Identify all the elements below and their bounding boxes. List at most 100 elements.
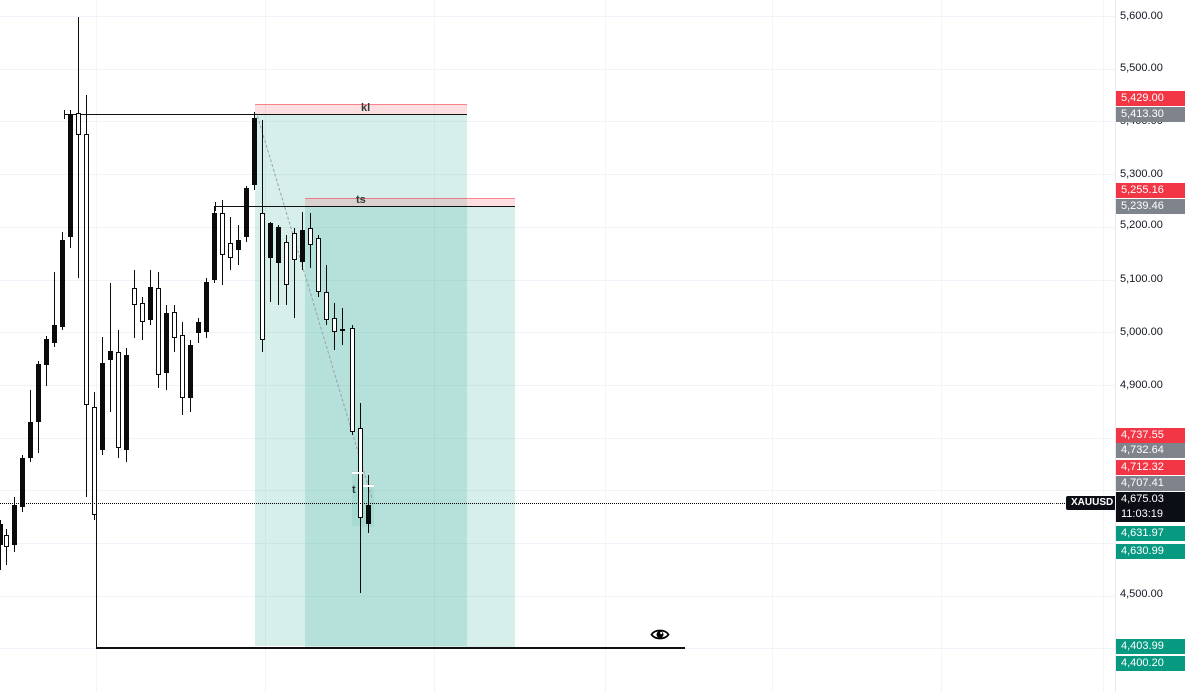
- axis-red-label: 5,255.16: [1116, 182, 1185, 198]
- candle-body-down: [164, 313, 169, 373]
- candle-body-down: [124, 354, 129, 451]
- candle-body-down: [300, 229, 305, 263]
- candle-wick: [54, 272, 55, 347]
- h-gridline: [0, 595, 1115, 597]
- axis-tick-label: 5,600.00: [1120, 9, 1163, 22]
- h-gridline: [0, 68, 1115, 70]
- candle-body-down: [12, 505, 17, 546]
- candle-body-down: [0, 524, 3, 546]
- short-mini-1-stop-zone[interactable]: [352, 470, 363, 474]
- candle-body-up: [350, 327, 355, 432]
- axis-tick-label: 5,500.00: [1120, 62, 1163, 74]
- candle-body-up: [84, 134, 89, 405]
- candle-body-up: [92, 407, 97, 516]
- short-kl-stop-zone[interactable]: [255, 104, 467, 116]
- v-gridline: [941, 0, 942, 692]
- candle-body-up: [316, 237, 321, 293]
- short-mini-2-entry-dash[interactable]: [363, 485, 374, 488]
- axis-tick-label: 5,100.00: [1120, 273, 1163, 285]
- axis-tick-label: 4,500.00: [1120, 587, 1163, 600]
- candle-body-down: [148, 286, 153, 321]
- range-left-edge[interactable]: [95, 515, 97, 649]
- candle-body-down: [60, 239, 65, 327]
- candle-body-down: [204, 282, 209, 333]
- h-gridline: [0, 437, 1115, 439]
- axis-teal-label: 4,400.20: [1116, 655, 1185, 671]
- axis-red-label: 4,712.32: [1116, 459, 1185, 475]
- v-gridline: [1103, 0, 1104, 692]
- short-kl-entry-line[interactable]: [255, 114, 467, 116]
- candle-body-down: [212, 213, 217, 281]
- candle-body-up: [260, 213, 265, 341]
- current-price-value: 4,675.03: [1121, 493, 1164, 506]
- axis-gray-label: 4,732.64: [1116, 442, 1185, 458]
- candle-body-up: [340, 329, 345, 332]
- candle-body-down: [188, 344, 193, 399]
- short-ts-entry-line[interactable]: [305, 206, 515, 207]
- candle-body-down: [244, 187, 249, 237]
- candle-wick: [270, 222, 271, 303]
- axis-red-label: 4,737.55: [1116, 427, 1185, 443]
- candle-body-down: [252, 118, 257, 186]
- candle-body-down: [366, 505, 371, 525]
- candle-body-up: [76, 112, 81, 136]
- candle-body-up: [228, 243, 233, 258]
- h-gridline: [0, 226, 1115, 228]
- short-kl-profit-zone[interactable]: [255, 114, 467, 647]
- candle-body-down: [44, 339, 49, 365]
- symbol-label-dots: ∙∙: [1053, 498, 1061, 508]
- level-line-upper-end-tick: [64, 110, 65, 120]
- candle-wick: [294, 227, 295, 318]
- short-ts-profit-zone[interactable]: [305, 206, 515, 649]
- short-kl-label: kl: [361, 102, 371, 115]
- current-price-countdown: 11:03:19: [1121, 508, 1164, 521]
- candle-body-up: [156, 287, 161, 375]
- candle-body-up: [132, 287, 137, 305]
- candle-body-down: [52, 324, 57, 344]
- range-bottom[interactable]: [95, 647, 685, 650]
- candle-body-down: [268, 223, 273, 258]
- candle-body-up: [140, 303, 145, 323]
- v-gridline: [96, 0, 97, 692]
- eye-icon[interactable]: [650, 627, 670, 647]
- axis-tick-label: 5,300.00: [1120, 167, 1163, 180]
- candle-body-down: [108, 351, 113, 361]
- h-gridline: [0, 174, 1115, 176]
- price-axis[interactable]: 4,675.03 11:03:19 5,600.005,500.005,400.…: [1115, 0, 1185, 692]
- symbol-price-marker: XAUUSD: [1066, 496, 1119, 510]
- axis-teal-label: 4,403.99: [1116, 638, 1185, 654]
- short-mini-1-entry-dash[interactable]: [352, 472, 363, 475]
- current-price-line: [0, 503, 1115, 505]
- level-line-mid[interactable]: [215, 205, 515, 207]
- current-price-label: 4,675.03 11:03:19: [1116, 492, 1185, 523]
- candle-body-up: [220, 213, 225, 255]
- h-gridline: [0, 279, 1115, 281]
- candle-body-down: [68, 115, 73, 237]
- candle-body-up: [292, 233, 297, 260]
- h-gridline: [0, 121, 1115, 123]
- v-gridline: [772, 0, 773, 692]
- short-mini-1-profit-zone[interactable]: [352, 473, 363, 527]
- candle-wick: [342, 307, 343, 345]
- short-ts-stop-zone[interactable]: [305, 197, 515, 207]
- candle-body-down: [36, 363, 41, 422]
- axis-gray-label: 5,413.30: [1116, 106, 1185, 122]
- v-gridline: [265, 0, 266, 692]
- candle-body-up: [180, 334, 185, 399]
- level-line-upper[interactable]: [64, 113, 467, 115]
- candle-body-down: [20, 458, 25, 508]
- axis-teal-label: 4,631.97: [1116, 525, 1185, 541]
- candle-wick: [110, 283, 111, 412]
- short-ts-label: ts: [356, 194, 366, 206]
- short-mini-2-label: t: [352, 484, 356, 497]
- candle-body-up: [4, 535, 9, 548]
- h-gridline: [0, 16, 1115, 17]
- candle-wick: [78, 17, 79, 278]
- axis-tick-label: 5,200.00: [1120, 218, 1163, 231]
- h-gridline: [0, 384, 1115, 386]
- candle-body-up: [308, 227, 313, 246]
- axis-tick-label: 5,000.00: [1120, 325, 1163, 338]
- h-gridline: [0, 490, 1115, 492]
- axis-gray-label: 4,707.41: [1116, 475, 1185, 491]
- candle-body-down: [196, 322, 201, 334]
